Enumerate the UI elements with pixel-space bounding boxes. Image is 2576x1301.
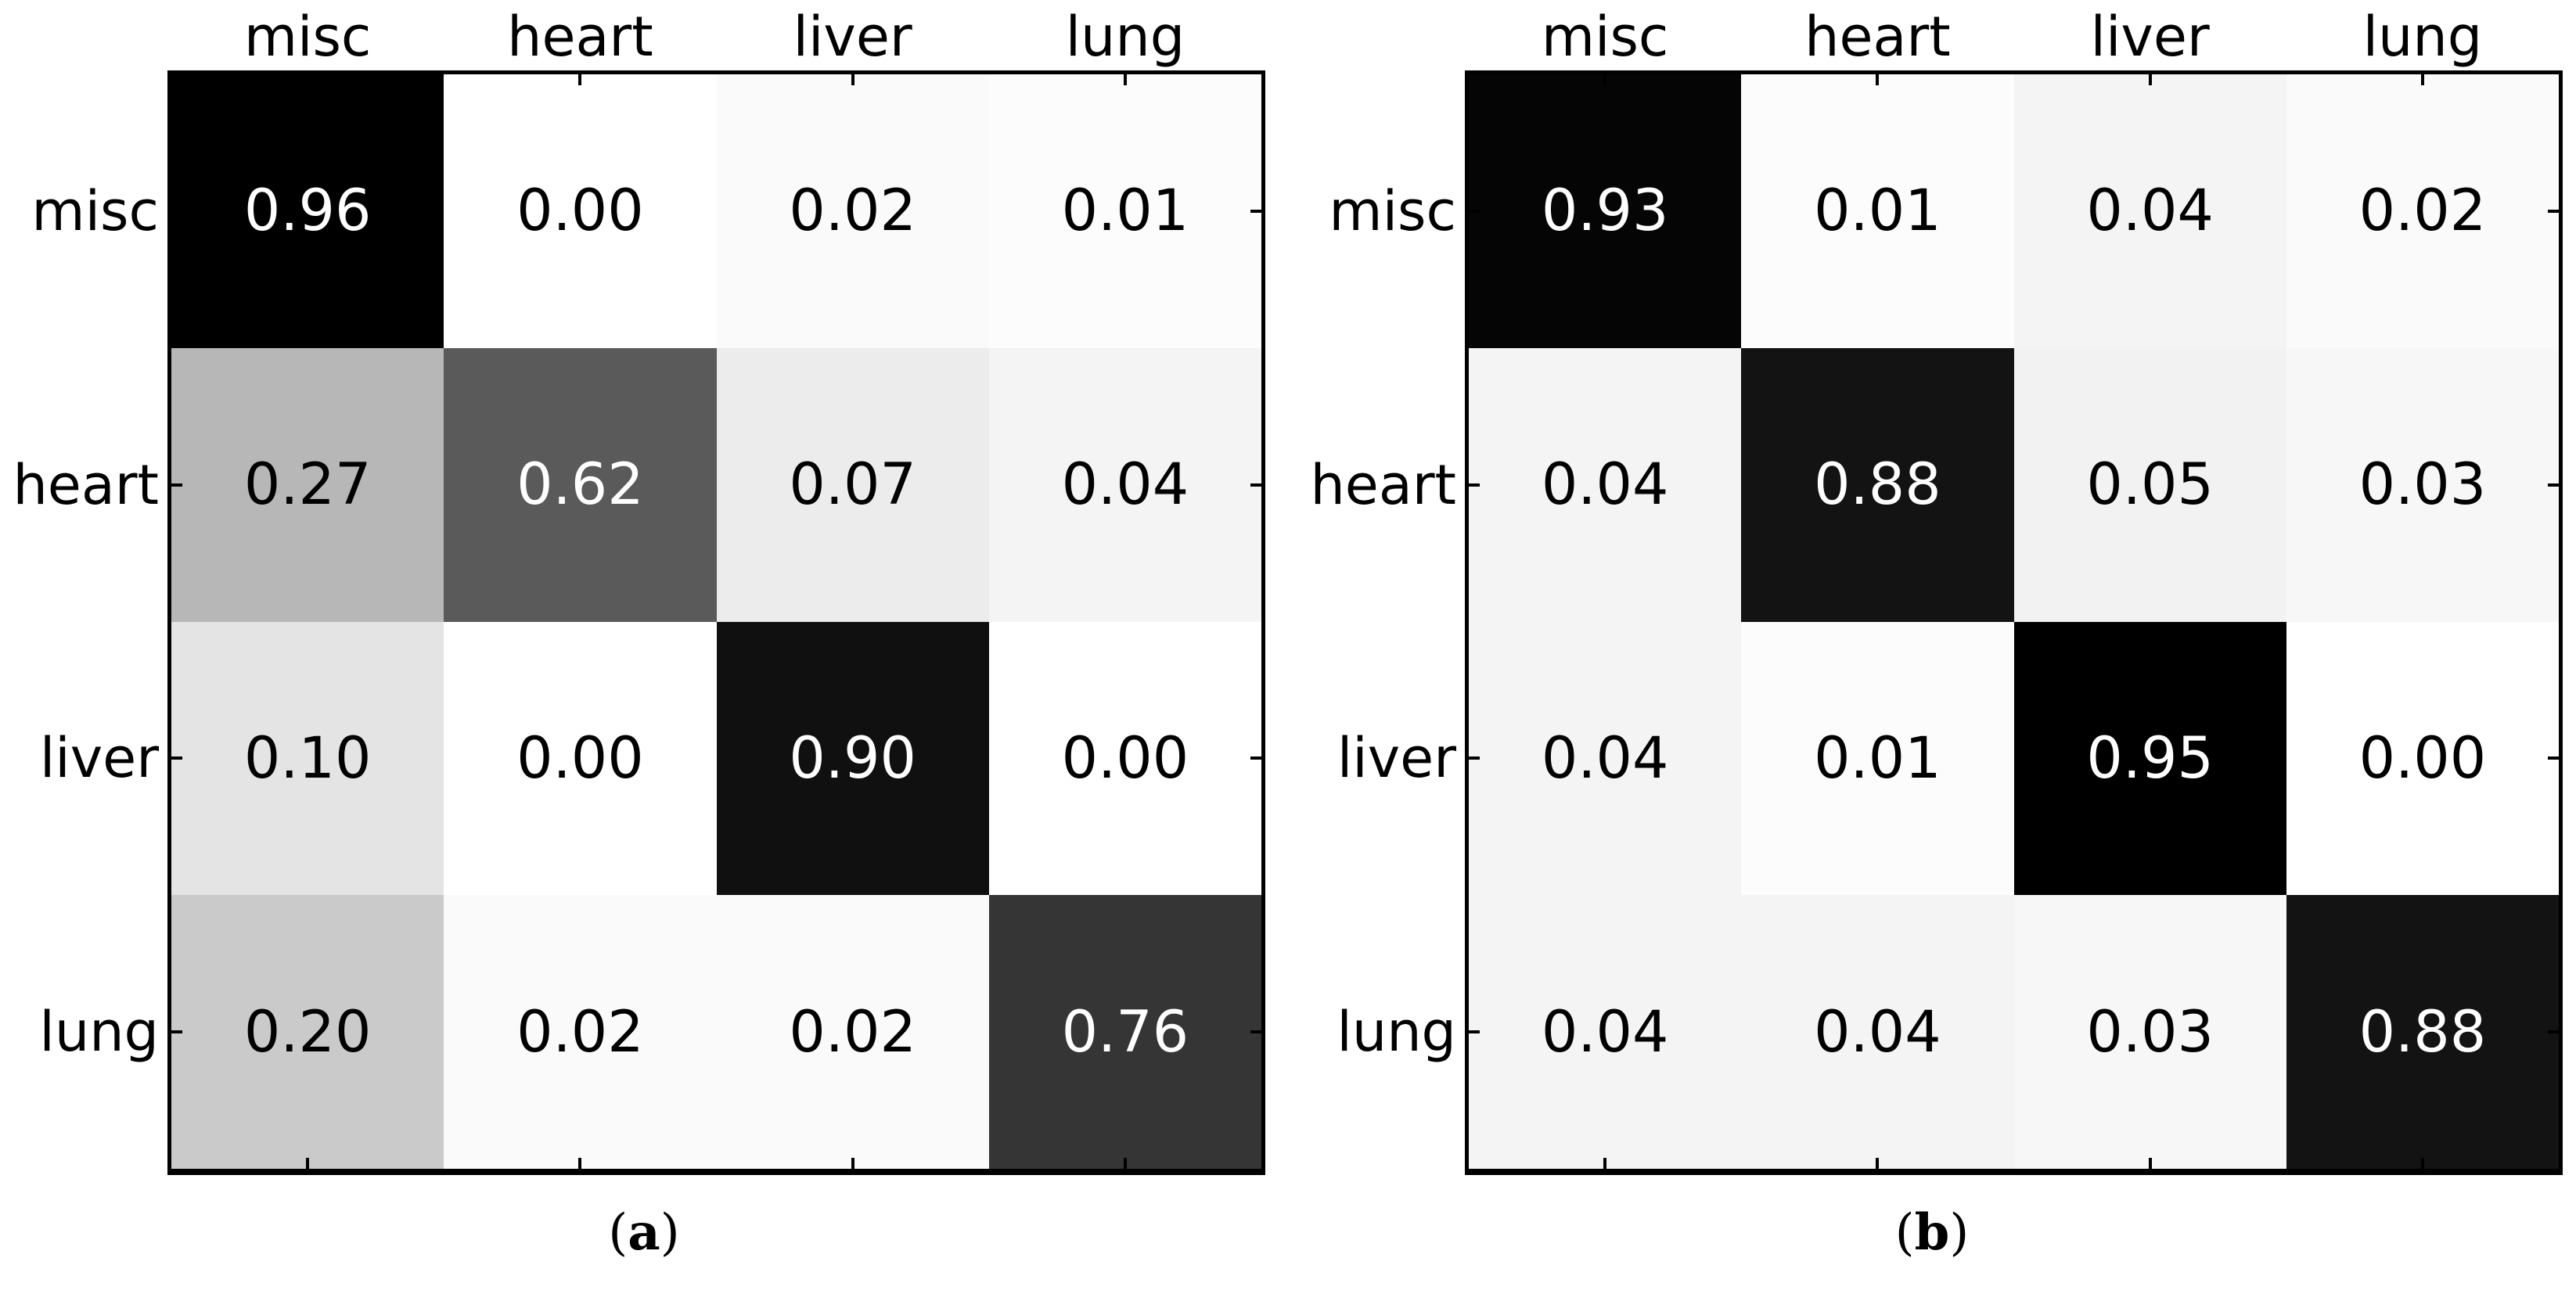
axis-tick <box>171 483 182 487</box>
cell-lung-misc: 0.04 <box>1469 895 1742 1169</box>
axis-tick <box>1250 757 1261 760</box>
cell-misc-liver: 0.02 <box>716 74 989 348</box>
cell-liver-heart: 0.00 <box>444 621 717 896</box>
caption-letter: a <box>628 1203 660 1262</box>
axis-tick <box>1469 209 1480 213</box>
axis-tick <box>306 1158 310 1169</box>
confusion-matrix-panel-a: 0.96 0.00 0.02 0.01 0.27 0.62 0.07 0.04 0.10 0.00… <box>13 5 1265 1263</box>
col-label-lung: lung <box>2362 5 2483 69</box>
col-label-liver: liver <box>2090 5 2210 69</box>
row-label-heart: heart <box>13 452 159 517</box>
row-label-misc: misc <box>1329 178 1456 243</box>
cell-liver-misc: 0.10 <box>171 621 444 896</box>
caption-paren-close: ) <box>660 1204 680 1262</box>
cell-heart-misc: 0.27 <box>171 347 444 622</box>
row-label-misc: misc <box>31 178 159 243</box>
axis-tick <box>306 74 310 85</box>
caption-paren-open: ( <box>1894 1204 1915 1262</box>
subfigure-caption-b: (b) <box>1895 1203 1970 1263</box>
axis-tick <box>1469 757 1480 760</box>
cell-lung-lung: 0.88 <box>2286 895 2559 1169</box>
axis-tick <box>1250 209 1261 213</box>
axis-tick <box>1123 74 1127 85</box>
cell-misc-misc: 0.96 <box>171 74 444 348</box>
cell-misc-liver: 0.04 <box>2013 74 2286 348</box>
cell-liver-heart: 0.01 <box>1741 621 2014 896</box>
axis-tick <box>2548 483 2559 487</box>
col-label-liver: liver <box>793 5 912 69</box>
cell-liver-liver: 0.90 <box>716 621 989 896</box>
axis-tick <box>578 74 582 85</box>
axis-tick <box>851 74 854 85</box>
cell-lung-heart: 0.02 <box>444 895 717 1169</box>
cell-lung-misc: 0.20 <box>171 895 444 1169</box>
caption-letter: b <box>1914 1203 1950 1262</box>
caption-paren-open: ( <box>608 1204 628 1262</box>
axis-tick <box>171 1030 182 1034</box>
cell-heart-heart: 0.88 <box>1741 347 2014 622</box>
cell-liver-lung: 0.00 <box>2286 621 2559 896</box>
cell-heart-lung: 0.03 <box>2286 347 2559 622</box>
axis-tick <box>171 209 182 213</box>
col-label-misc: misc <box>1541 5 1669 69</box>
axis-tick <box>2148 74 2152 85</box>
confusion-matrix-panel-b: 0.93 0.01 0.04 0.02 0.04 0.88 0.05 0.03 0.04 0.01… <box>1288 0 2576 1301</box>
axis-tick <box>851 1158 854 1169</box>
cell-heart-lung: 0.04 <box>988 347 1261 622</box>
axis-tick <box>1469 483 1480 487</box>
axis-tick <box>1876 1158 1880 1169</box>
col-label-lung: lung <box>1065 5 1185 69</box>
axis-tick <box>2420 74 2424 85</box>
heatmap-grid-a: 0.96 0.00 0.02 0.01 0.27 0.62 0.07 0.04 0.10 0.00… <box>167 70 1265 1175</box>
axis-tick <box>1250 483 1261 487</box>
cell-heart-liver: 0.07 <box>716 347 989 622</box>
axis-tick <box>578 1158 582 1169</box>
col-label-heart: heart <box>507 5 653 69</box>
axis-tick <box>1250 1030 1261 1034</box>
col-label-misc: misc <box>243 5 372 69</box>
cell-misc-heart: 0.00 <box>444 74 717 348</box>
subfigure-caption-a: (a) <box>608 1203 679 1263</box>
row-label-lung: lung <box>39 1000 159 1065</box>
cell-lung-liver: 0.02 <box>716 895 989 1169</box>
axis-tick <box>2548 1030 2559 1034</box>
axis-tick <box>2148 1158 2152 1169</box>
cell-heart-heart: 0.62 <box>444 347 717 622</box>
axis-tick <box>2420 1158 2424 1169</box>
caption-paren-close: ) <box>1949 1204 1970 1262</box>
axis-tick <box>171 757 182 760</box>
cell-misc-heart: 0.01 <box>1741 74 2014 348</box>
axis-tick <box>2548 209 2559 213</box>
cell-misc-lung: 0.02 <box>2286 74 2559 348</box>
cell-liver-liver: 0.95 <box>2013 621 2286 896</box>
axis-tick <box>2548 757 2559 760</box>
axis-tick <box>1603 1158 1607 1169</box>
cell-misc-misc: 0.93 <box>1469 74 1742 348</box>
cell-lung-heart: 0.04 <box>1741 895 2014 1169</box>
cell-liver-misc: 0.04 <box>1469 621 1742 896</box>
row-label-liver: liver <box>39 726 159 791</box>
heatmap-grid-b: 0.93 0.01 0.04 0.02 0.04 0.88 0.05 0.03 0.04 0.01… <box>1465 70 2563 1175</box>
cell-lung-liver: 0.03 <box>2013 895 2286 1169</box>
cell-heart-misc: 0.04 <box>1469 347 1742 622</box>
cell-misc-lung: 0.01 <box>988 74 1261 348</box>
cell-heart-liver: 0.05 <box>2013 347 2286 622</box>
axis-tick <box>1469 1030 1480 1034</box>
col-label-heart: heart <box>1804 5 1951 69</box>
cell-lung-lung: 0.76 <box>988 895 1261 1169</box>
axis-tick <box>1876 74 1880 85</box>
axis-tick <box>1603 74 1607 85</box>
axis-tick <box>1123 1158 1127 1169</box>
row-label-liver: liver <box>1337 726 1456 791</box>
cell-liver-lung: 0.00 <box>988 621 1261 896</box>
row-label-lung: lung <box>1337 1000 1456 1065</box>
row-label-heart: heart <box>1310 452 1456 517</box>
